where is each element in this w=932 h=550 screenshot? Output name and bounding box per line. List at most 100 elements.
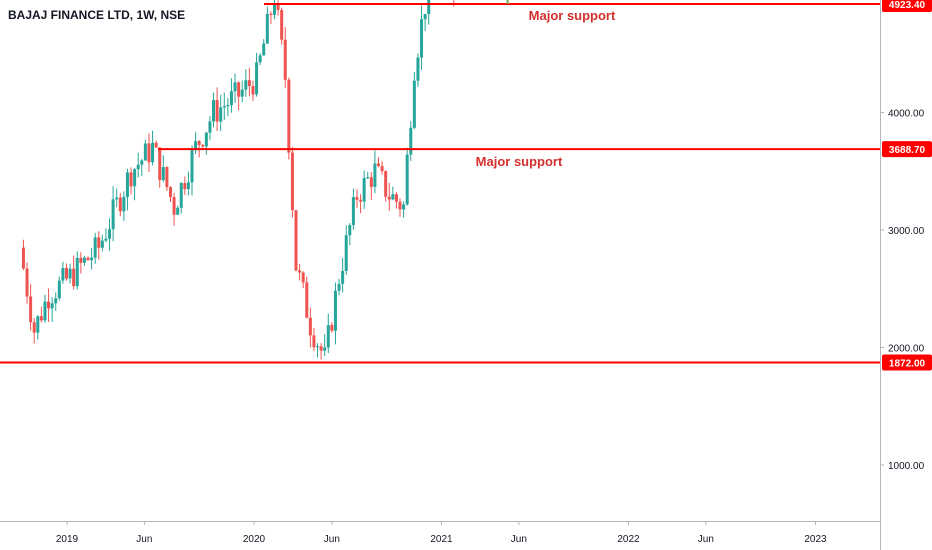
candle-body xyxy=(423,13,427,20)
candle-body xyxy=(64,268,68,279)
candle-body xyxy=(154,142,158,148)
candle-body xyxy=(391,194,395,200)
level-price-tag xyxy=(882,141,932,158)
candle-body xyxy=(337,283,341,291)
candle-body xyxy=(176,207,180,215)
horizontal-levels xyxy=(0,3,880,364)
candle-body xyxy=(362,177,366,202)
time-tick-label: 2023 xyxy=(804,534,827,545)
candle-body xyxy=(427,0,431,14)
candle-body xyxy=(111,199,115,230)
candle-body xyxy=(373,163,377,187)
candle-body xyxy=(212,100,216,122)
candle-body xyxy=(359,199,363,202)
candle-body xyxy=(341,270,345,284)
price-axis: 1000.002000.003000.004000.006864.155771.… xyxy=(880,0,932,550)
candle-body xyxy=(183,183,187,190)
candle-body xyxy=(226,105,230,107)
candle-body xyxy=(104,238,108,241)
price-tick-label: 3000.00 xyxy=(888,226,925,237)
candle-body xyxy=(54,298,58,304)
candle-body xyxy=(147,143,151,163)
time-tick-label: 2021 xyxy=(430,534,453,545)
candle-body xyxy=(316,346,320,348)
candle-body xyxy=(172,197,176,215)
time-tick-label: 2022 xyxy=(617,534,640,545)
candle-body xyxy=(355,197,359,200)
level-price-label: 1872.00 xyxy=(889,359,926,370)
candle-body xyxy=(72,268,76,287)
candle-body xyxy=(409,127,413,155)
time-tick-label: 2020 xyxy=(243,534,266,545)
level-price-tag xyxy=(882,354,932,371)
time-tick-label: Jun xyxy=(511,534,527,545)
candle-body xyxy=(190,150,194,183)
price-tick-label: 1000.00 xyxy=(888,461,925,472)
candle-body xyxy=(233,82,237,92)
candle-body xyxy=(237,82,241,97)
candle-body xyxy=(247,80,251,87)
candle-body xyxy=(158,147,162,181)
candle-body xyxy=(75,257,79,287)
candle-body xyxy=(255,62,259,95)
candle-body xyxy=(348,225,352,236)
level-price-tag xyxy=(882,0,932,12)
candle-body xyxy=(122,196,126,212)
candle-body xyxy=(323,347,327,351)
candle-body xyxy=(394,194,398,202)
level-annotation: Major support xyxy=(529,8,616,23)
candle-body xyxy=(168,187,172,198)
candle-body xyxy=(287,79,291,153)
candle-body xyxy=(194,141,198,151)
time-tick-label: 2019 xyxy=(56,534,79,545)
candle-body xyxy=(36,316,40,333)
candle-body xyxy=(276,3,280,10)
candle-body xyxy=(208,121,212,133)
price-tick-label: 4000.00 xyxy=(888,109,925,120)
candle-body xyxy=(308,317,312,336)
candle-body xyxy=(420,19,424,58)
candle-body xyxy=(133,169,137,187)
candle-body xyxy=(330,325,334,331)
candle-body xyxy=(244,80,248,90)
candle-body xyxy=(215,100,219,122)
candle-body xyxy=(93,237,97,258)
price-axis-bg xyxy=(880,0,932,550)
price-tick-label: 2000.00 xyxy=(888,344,925,355)
candle-body xyxy=(265,13,269,44)
candle-body xyxy=(125,172,129,197)
time-axis: 2019 Jun 2020 Jun 2021 Jun 2022 Jun 2023 xyxy=(0,521,880,550)
candle-body xyxy=(305,282,309,318)
candle-body xyxy=(29,296,33,323)
candle-body xyxy=(405,154,409,205)
candle-body xyxy=(290,152,294,211)
candle-body xyxy=(298,270,302,273)
candle-body xyxy=(387,196,391,200)
candle-body xyxy=(129,172,133,187)
candle-body xyxy=(204,132,208,147)
candle-body xyxy=(79,257,83,263)
candle-body xyxy=(151,142,155,163)
candle-body xyxy=(115,197,119,200)
candle-body xyxy=(136,164,140,170)
candle-body xyxy=(165,167,169,188)
candle-body xyxy=(366,177,370,179)
candle-body xyxy=(68,268,72,279)
candle-body xyxy=(86,257,90,261)
candle-body xyxy=(43,301,47,321)
candle-body xyxy=(369,177,373,187)
candle-body xyxy=(280,9,284,40)
time-axis-bg xyxy=(0,521,880,550)
candle-body xyxy=(61,268,65,281)
candle-body xyxy=(240,89,244,97)
time-tick-label: Jun xyxy=(324,534,340,545)
time-tick-label: Jun xyxy=(136,534,152,545)
candle-body xyxy=(398,201,402,210)
candlestick-series xyxy=(21,0,455,360)
candle-body xyxy=(412,80,416,128)
level-price-label: 4923.40 xyxy=(889,0,926,11)
level-annotation: Major support xyxy=(476,154,563,169)
candle-body xyxy=(333,290,337,331)
